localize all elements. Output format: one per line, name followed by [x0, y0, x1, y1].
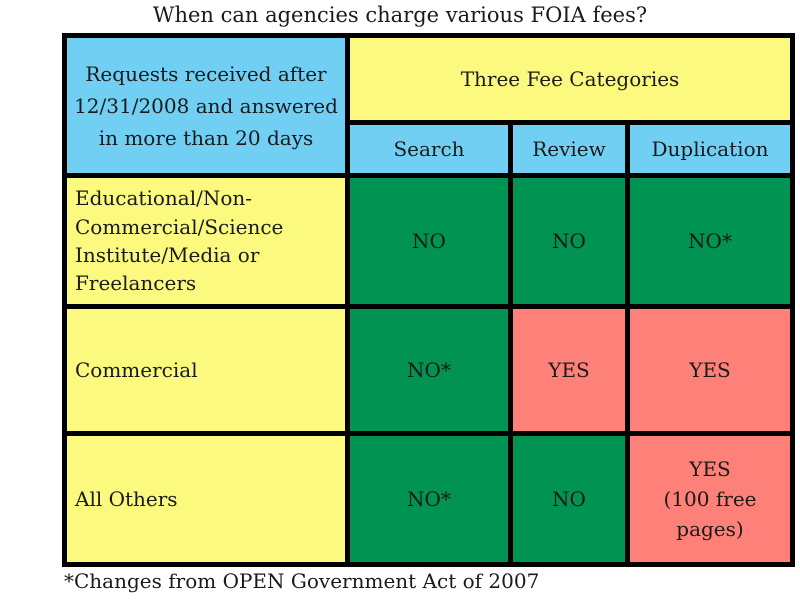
page-title: When can agencies charge various FOIA fe… [152, 3, 648, 27]
cell-educational-search: NO [350, 178, 508, 304]
cell-all-others-search: NO* [350, 436, 508, 562]
row-label-all-others: All Others [67, 436, 345, 562]
foia-fee-table: Requests received after 12/31/2008 and a… [62, 33, 795, 567]
cell-all-others-duplication: YES (100 free pages) [630, 436, 790, 562]
footnote: *Changes from OPEN Government Act of 200… [64, 569, 540, 593]
row-label-educational: Educational/Non- Commercial/Science Inst… [67, 178, 345, 304]
cell-educational-review: NO [513, 178, 625, 304]
cell-educational-duplication: NO* [630, 178, 790, 304]
row-label-commercial: Commercial [67, 309, 345, 431]
group-header-cell: Three Fee Categories [350, 38, 790, 120]
cell-commercial-review: YES [513, 309, 625, 431]
cell-commercial-search: NO* [350, 309, 508, 431]
column-header-review: Review [513, 125, 625, 173]
cell-all-others-review: NO [513, 436, 625, 562]
column-header-search: Search [350, 125, 508, 173]
column-header-duplication: Duplication [630, 125, 790, 173]
cell-commercial-duplication: YES [630, 309, 790, 431]
corner-header-cell: Requests received after 12/31/2008 and a… [67, 38, 345, 173]
